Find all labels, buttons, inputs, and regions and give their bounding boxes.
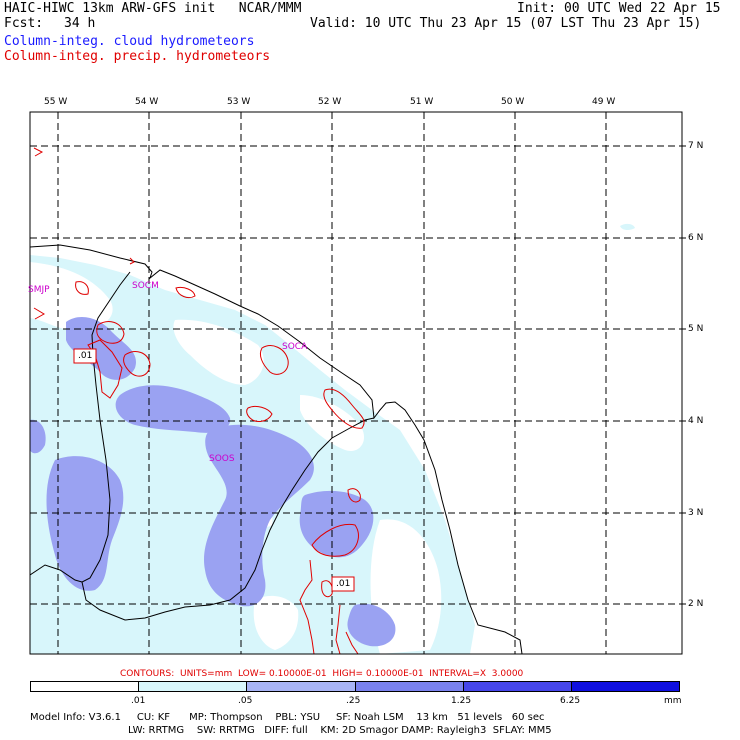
- station-label: SOCM: [132, 281, 159, 291]
- valid-time: Valid: 10 UTC Thu 23 Apr 15 (07 LST Thu …: [310, 16, 702, 31]
- lat-label: 5 N: [688, 324, 704, 334]
- lon-label: 50 W: [501, 97, 525, 107]
- colorbar-bin: [139, 682, 248, 691]
- lat-label: 3 N: [688, 508, 704, 518]
- forecast-hours: 34 h: [64, 16, 96, 31]
- colorbar-label: 1.25: [451, 696, 472, 706]
- lon-label: 52 W: [318, 97, 342, 107]
- forecast-label: Fcst:: [4, 16, 44, 31]
- colorbar-bin: [355, 682, 464, 691]
- model-info-line2: LW: RRTMG SW: RRTMG DIFF: full KM: 2D Sm…: [128, 725, 552, 736]
- lon-label: 53 W: [227, 97, 251, 107]
- colorbar-bin: [247, 682, 356, 691]
- contours-info: CONTOURS: UNITS=mm LOW= 0.10000E-01 HIGH…: [120, 669, 524, 679]
- coastline: [30, 244, 523, 654]
- model-info-line1: Model Info: V3.6.1 CU: KF MP: Thompson P…: [30, 712, 545, 723]
- colorbar-label: .05: [238, 696, 253, 706]
- lat-label: 4 N: [688, 416, 704, 426]
- station-label: SOOS: [209, 454, 235, 464]
- lon-label: 54 W: [135, 97, 159, 107]
- colorbar-bin: [463, 682, 572, 691]
- colorbar-bin: [31, 682, 140, 691]
- colorbar-label: .25: [346, 696, 361, 706]
- lat-label: 6 N: [688, 233, 704, 243]
- colorbar-label: .01: [131, 696, 146, 706]
- station-label: SOCA: [282, 342, 308, 352]
- colorbar: [30, 681, 680, 692]
- init-time: Init: 00 UTC Wed 22 Apr 15: [517, 1, 721, 16]
- lon-label: 51 W: [410, 97, 434, 107]
- plot-title: HAIC-HIWC 13km ARW-GFS init NCAR/MMM: [4, 1, 302, 16]
- contour-label: .01: [78, 351, 93, 361]
- lat-label: 7 N: [688, 141, 704, 151]
- lon-label: 49 W: [592, 97, 616, 107]
- cloud-field-light-patch: [620, 223, 635, 231]
- colorbar-label: 6.25: [560, 696, 581, 706]
- field-cloud-label: Column-integ. cloud hydrometeors: [4, 34, 255, 49]
- cloud-field-medium: [66, 317, 136, 380]
- colorbar-bin: [571, 682, 680, 691]
- station-label: SMJP: [28, 285, 50, 295]
- border-west: [81, 271, 375, 621]
- colorbar-unit: mm: [664, 696, 682, 706]
- contour-label: .01: [336, 579, 351, 589]
- lon-label: 55 W: [44, 97, 68, 107]
- field-precip-label: Column-integ. precip. hydrometeors: [4, 49, 271, 64]
- cloud-field-light: [30, 255, 475, 654]
- lat-label: 2 N: [688, 599, 704, 609]
